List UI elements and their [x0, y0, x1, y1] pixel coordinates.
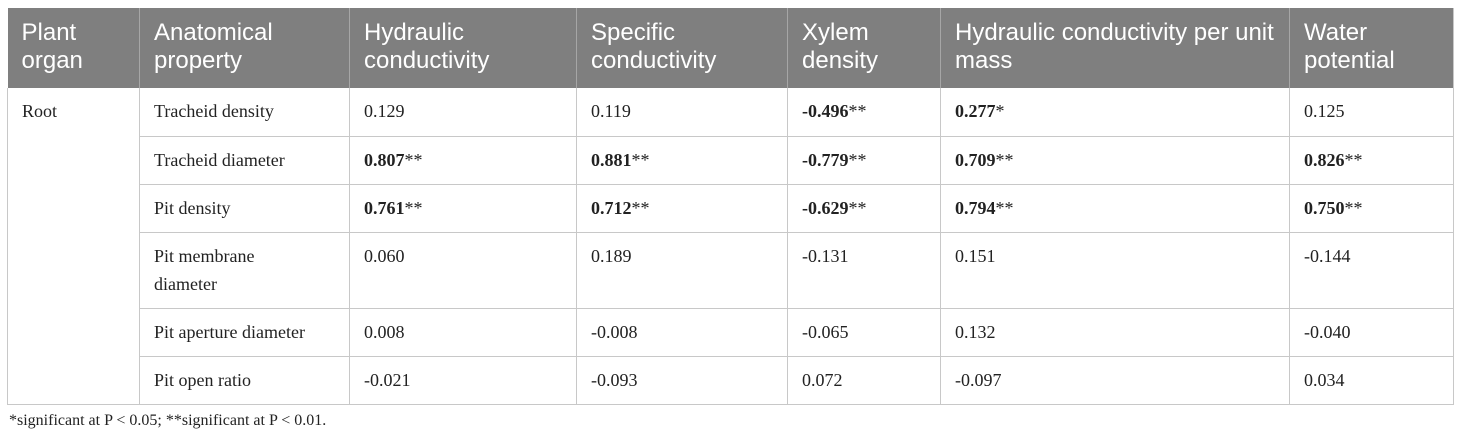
- correlation-value: 0.794: [955, 197, 996, 218]
- value-cell: 0.712**: [576, 184, 788, 233]
- property-cell: Pit membrane diameter: [139, 232, 350, 309]
- value-cell: 0.794**: [940, 184, 1290, 233]
- value-cell: -0.496**: [787, 88, 941, 137]
- value-cell: 0.060: [349, 232, 577, 309]
- table-row: Pit density 0.761** 0.712** -0.629** 0.794**…: [8, 184, 1454, 233]
- value-cell: -0.629**: [787, 184, 941, 233]
- significance-marker: **: [631, 197, 650, 218]
- value-cell: 0.132: [940, 308, 1290, 357]
- correlation-value: -0.040: [1304, 321, 1351, 342]
- correlation-value: -0.496: [802, 101, 849, 121]
- property-cell: Pit aperture diameter: [139, 308, 350, 357]
- value-cell: -0.093: [576, 356, 788, 405]
- value-cell: 0.189: [576, 232, 788, 309]
- value-cell: 0.750**: [1289, 184, 1454, 233]
- correlation-value: 0.072: [802, 369, 843, 390]
- header-xylem-density: Xylem density: [787, 8, 941, 88]
- property-cell: Tracheid diameter: [139, 136, 350, 185]
- correlation-value: 0.132: [955, 321, 996, 342]
- correlation-table-container: Plant organ Anatomical property Hydrauli…: [7, 8, 1454, 405]
- table-row: Pit open ratio -0.021 -0.093 0.072 -0.097 0.0…: [8, 356, 1454, 405]
- significance-marker: **: [1344, 197, 1363, 218]
- value-cell: -0.008: [576, 308, 788, 357]
- table-footnote: *significant at P < 0.05; **significant …: [9, 412, 327, 429]
- correlation-value: 0.189: [591, 245, 632, 266]
- header-plant-organ: Plant organ: [21, 19, 83, 74]
- correlation-value: 0.881: [591, 149, 632, 170]
- correlation-value: -0.065: [802, 321, 849, 342]
- table-body: Root Tracheid density 0.129 0.119 -0.496** 0.…: [7, 88, 1454, 405]
- significance-marker: **: [848, 149, 867, 170]
- table-row: Pit aperture diameter 0.008 -0.008 -0.065 0.…: [8, 308, 1454, 357]
- value-cell: -0.131: [787, 232, 941, 309]
- significance-marker: **: [404, 149, 423, 170]
- correlation-value: 0.125: [1304, 101, 1345, 121]
- property-cell: Tracheid density: [139, 88, 350, 137]
- value-cell: 0.807**: [349, 136, 577, 185]
- significance-marker: **: [995, 197, 1014, 218]
- correlation-value: -0.097: [955, 369, 1002, 390]
- correlation-value: -0.629: [802, 197, 849, 218]
- significance-marker: **: [631, 149, 650, 170]
- value-cell: -0.097: [940, 356, 1290, 405]
- significance-marker: **: [404, 197, 423, 218]
- header-anatomical-property: Anatomical property: [139, 8, 350, 88]
- value-cell: 0.034: [1289, 356, 1454, 405]
- significance-marker: **: [1344, 149, 1363, 170]
- value-cell: -0.021: [349, 356, 577, 405]
- correlation-value: 0.060: [364, 245, 405, 266]
- header-hydraulic-conductivity: Hydraulic conductivity: [349, 8, 577, 88]
- correlation-value: 0.129: [364, 101, 405, 121]
- correlation-value: -0.093: [591, 369, 638, 390]
- header-conductivity-per-mass: Hydraulic conductivity per unit mass: [940, 8, 1290, 88]
- significance-marker: **: [848, 197, 867, 218]
- correlation-value: 0.807: [364, 149, 405, 170]
- header-specific-conductivity: Specific conductivity: [576, 8, 788, 88]
- correlation-value: 0.034: [1304, 369, 1345, 390]
- value-cell: 0.709**: [940, 136, 1290, 185]
- value-cell: -0.779**: [787, 136, 941, 185]
- correlation-value: -0.144: [1304, 245, 1351, 266]
- correlation-value: 0.712: [591, 197, 632, 218]
- value-cell: 0.881**: [576, 136, 788, 185]
- value-cell: -0.144: [1289, 232, 1454, 309]
- value-cell: 0.008: [349, 308, 577, 357]
- value-cell: 0.072: [787, 356, 941, 405]
- value-cell: 0.151: [940, 232, 1290, 309]
- table-row: Root Tracheid density 0.129 0.119 -0.496** 0.…: [7, 88, 1454, 405]
- header-water-potential: Water potential: [1289, 8, 1454, 88]
- value-cell: 0.125: [1289, 88, 1454, 137]
- property-cell: Pit open ratio: [139, 356, 350, 405]
- table-row: Pit membrane diameter 0.060 0.189 -0.131 0.1…: [8, 232, 1454, 309]
- significance-marker: *: [995, 101, 1005, 121]
- table-row: Tracheid diameter 0.807** 0.881** -0.779** 0…: [8, 136, 1454, 185]
- correlation-value: 0.750: [1304, 197, 1345, 218]
- property-cell: Pit density: [139, 184, 350, 233]
- value-cell: 0.761**: [349, 184, 577, 233]
- correlation-value: 0.761: [364, 197, 405, 218]
- correlation-value: 0.277: [955, 101, 996, 121]
- correlation-value: -0.021: [364, 369, 411, 390]
- correlation-value: 0.119: [591, 101, 631, 121]
- correlation-value: 0.826: [1304, 149, 1345, 170]
- correlation-value: -0.131: [802, 245, 849, 266]
- plant-organ-cell: Root: [7, 88, 140, 405]
- value-cell: 0.277*: [940, 88, 1290, 137]
- significance-marker: **: [995, 149, 1014, 170]
- significance-marker: **: [848, 101, 867, 121]
- value-cell: 0.826**: [1289, 136, 1454, 185]
- value-cell: 0.119: [576, 88, 788, 137]
- table-header-row: Plant organ Anatomical property Hydrauli…: [7, 8, 1454, 88]
- value-cell: -0.040: [1289, 308, 1454, 357]
- correlation-value: 0.008: [364, 321, 405, 342]
- correlation-value: 0.151: [955, 245, 996, 266]
- correlation-table: Plant organ Anatomical property Hydrauli…: [7, 8, 1454, 405]
- correlation-value: -0.008: [591, 321, 638, 342]
- value-cell: -0.065: [787, 308, 941, 357]
- value-cell: 0.129: [349, 88, 577, 137]
- correlation-value: 0.709: [955, 149, 996, 170]
- correlation-value: -0.779: [802, 149, 849, 170]
